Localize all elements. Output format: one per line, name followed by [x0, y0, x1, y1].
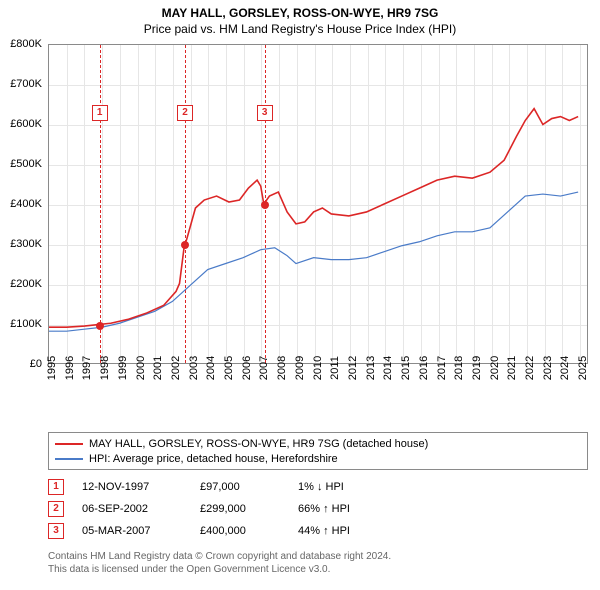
x-tick-label: 2002 [170, 356, 182, 380]
y-tick-label: £800K [10, 38, 42, 50]
event-date: 05-MAR-2007 [82, 525, 182, 537]
x-tick-label: 2016 [418, 356, 430, 380]
marker-number: 1 [92, 105, 108, 121]
chart-title: MAY HALL, GORSLEY, ROSS-ON-WYE, HR9 7SG [0, 0, 600, 20]
event-row: 1 12-NOV-1997 £97,000 1% ↓ HPI [48, 476, 388, 498]
event-price: £400,000 [200, 525, 280, 537]
x-tick-label: 2008 [276, 356, 288, 380]
y-tick-label: £100K [10, 318, 42, 330]
events-table: 1 12-NOV-1997 £97,000 1% ↓ HPI 2 06-SEP-2002 £… [48, 476, 388, 542]
marker-dot [96, 322, 104, 330]
marker-number: 2 [177, 105, 193, 121]
x-tick-label: 2000 [135, 356, 147, 380]
x-tick-label: 2019 [471, 356, 483, 380]
x-tick-label: 2015 [400, 356, 412, 380]
legend-label: MAY HALL, GORSLEY, ROSS-ON-WYE, HR9 7SG … [89, 438, 428, 450]
event-hpi: 66% ↑ HPI [298, 503, 388, 515]
y-tick-label: £0 [30, 358, 42, 370]
chart-container: { "title": "MAY HALL, GORSLEY, ROSS-ON-W… [0, 0, 600, 590]
x-tick-label: 2013 [365, 356, 377, 380]
x-tick-label: 1999 [117, 356, 129, 380]
attribution-line-1: Contains HM Land Registry data © Crown c… [48, 550, 391, 563]
event-row: 2 06-SEP-2002 £299,000 66% ↑ HPI [48, 498, 388, 520]
legend-label: HPI: Average price, detached house, Here… [89, 453, 338, 465]
x-tick-label: 2023 [542, 356, 554, 380]
x-tick-label: 2003 [188, 356, 200, 380]
legend: MAY HALL, GORSLEY, ROSS-ON-WYE, HR9 7SG … [48, 432, 588, 470]
event-row: 3 05-MAR-2007 £400,000 44% ↑ HPI [48, 520, 388, 542]
legend-item: HPI: Average price, detached house, Here… [55, 451, 581, 466]
event-number: 1 [48, 479, 64, 495]
x-tick-label: 1997 [81, 356, 93, 380]
plot-area: 1 2 3 [48, 44, 588, 364]
y-tick-label: £700K [10, 78, 42, 90]
y-tick-label: £200K [10, 278, 42, 290]
x-tick-label: 2009 [294, 356, 306, 380]
legend-item: MAY HALL, GORSLEY, ROSS-ON-WYE, HR9 7SG … [55, 436, 581, 451]
x-tick-label: 1996 [64, 356, 76, 380]
x-tick-label: 2004 [205, 356, 217, 380]
x-tick-label: 2012 [347, 356, 359, 380]
event-price: £97,000 [200, 481, 280, 493]
x-tick-label: 2007 [258, 356, 270, 380]
x-tick-label: 2021 [506, 356, 518, 380]
x-tick-label: 2024 [559, 356, 571, 380]
x-tick-label: 2011 [329, 356, 341, 380]
legend-swatch [55, 443, 83, 445]
event-number: 3 [48, 523, 64, 539]
marker-dot [261, 201, 269, 209]
event-number: 2 [48, 501, 64, 517]
x-tick-label: 1998 [99, 356, 111, 380]
x-tick-label: 2025 [577, 356, 589, 380]
event-hpi: 44% ↑ HPI [298, 525, 388, 537]
y-tick-label: £400K [10, 198, 42, 210]
legend-swatch [55, 458, 83, 460]
attribution-line-2: This data is licensed under the Open Gov… [48, 563, 391, 576]
x-tick-label: 2020 [489, 356, 501, 380]
event-date: 12-NOV-1997 [82, 481, 182, 493]
y-tick-label: £300K [10, 238, 42, 250]
x-tick-label: 2005 [223, 356, 235, 380]
chart-area: 123 £0£100K£200K£300K£400K£500K£600K£700… [48, 44, 588, 394]
marker-dot [181, 241, 189, 249]
x-tick-label: 2010 [312, 356, 324, 380]
chart-subtitle: Price paid vs. HM Land Registry's House … [0, 20, 600, 36]
y-tick-label: £600K [10, 118, 42, 130]
event-hpi: 1% ↓ HPI [298, 481, 388, 493]
x-tick-label: 2014 [382, 356, 394, 380]
marker-number: 3 [257, 105, 273, 121]
x-tick-label: 2001 [152, 356, 164, 380]
line-series [49, 45, 587, 363]
event-date: 06-SEP-2002 [82, 503, 182, 515]
x-tick-label: 2017 [436, 356, 448, 380]
y-tick-label: £500K [10, 158, 42, 170]
attribution: Contains HM Land Registry data © Crown c… [48, 550, 391, 576]
series-property [49, 109, 578, 328]
x-tick-label: 2018 [453, 356, 465, 380]
x-tick-label: 1995 [46, 356, 58, 380]
event-price: £299,000 [200, 503, 280, 515]
x-tick-label: 2006 [241, 356, 253, 380]
x-tick-label: 2022 [524, 356, 536, 380]
